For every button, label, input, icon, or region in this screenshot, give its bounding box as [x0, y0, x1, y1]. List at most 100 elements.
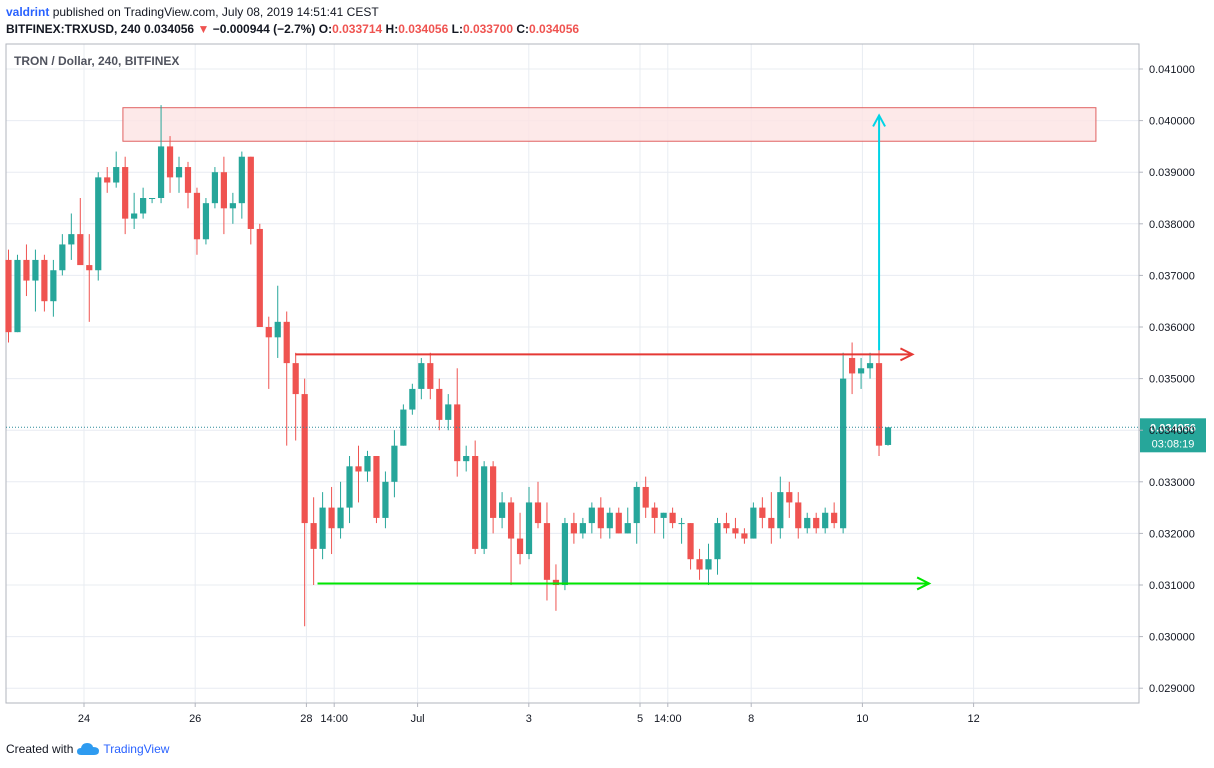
candle-body: [597, 507, 604, 529]
y-tick-label: 0.032000: [1149, 528, 1195, 540]
x-tick-label: 28: [300, 713, 312, 725]
candle-body: [857, 368, 865, 374]
candle-up: [822, 507, 829, 534]
candle-body: [140, 198, 147, 214]
x-tick-label: 14:00: [654, 713, 682, 725]
candle-up: [445, 394, 452, 431]
resistance-zone[interactable]: [122, 107, 1097, 142]
candle-body: [5, 259, 12, 333]
candle-up: [633, 481, 640, 544]
candle-down: [543, 502, 551, 601]
candle-down: [552, 564, 560, 611]
candle-body: [490, 466, 497, 518]
current-price-badge[interactable]: [1140, 418, 1206, 453]
candle-down: [741, 528, 748, 544]
x-tick-label: 3: [526, 713, 532, 725]
candle-down: [813, 512, 820, 534]
candle-down: [41, 254, 48, 312]
bar-countdown-label: 03:08:19: [1152, 438, 1195, 450]
candle-body: [678, 523, 685, 525]
candle-body: [41, 259, 48, 302]
support-line[interactable]: [317, 576, 932, 591]
candle-body: [705, 559, 712, 570]
candle-up: [346, 456, 353, 524]
candle-body: [265, 327, 272, 338]
candle-down: [122, 156, 129, 235]
candle-body: [472, 456, 479, 549]
candle-down: [256, 223, 263, 327]
candle-body: [831, 512, 838, 524]
ohlc-legend: BITFINEX:TRXUSD, 240 0.034056 ▼ −0.00094…: [6, 22, 579, 36]
candle-up: [175, 156, 183, 193]
candle-down: [454, 368, 461, 477]
candle-up: [113, 151, 120, 188]
candle-down: [651, 502, 658, 534]
candle-up: [140, 187, 147, 219]
candle-up: [418, 357, 425, 400]
candle-up: [606, 507, 613, 539]
published-text: published on TradingView.com, July 08, 2…: [52, 5, 379, 19]
candle-body: [481, 466, 488, 549]
grid: [6, 44, 1139, 703]
y-tick-label: 0.041000: [1149, 64, 1195, 76]
candle-body: [283, 321, 290, 364]
candle-body: [131, 213, 138, 219]
candle-up: [840, 352, 847, 534]
candle-down: [265, 316, 272, 389]
candle-up: [319, 492, 326, 560]
candle-body: [148, 198, 156, 199]
candle-down: [184, 161, 192, 209]
time-axis[interactable]: 24 26 28 14:00 Jul 3 5 14:00 8 10 12: [78, 703, 980, 725]
candle-down: [283, 311, 290, 446]
price-axis[interactable]: 0.041000 0.040000 0.039000 0.038000 0.037000…: [1139, 64, 1195, 695]
candle-body: [301, 394, 308, 524]
resistance-line[interactable]: [295, 347, 915, 362]
candle-body: [786, 492, 793, 503]
candle-down: [723, 512, 730, 534]
candle-up: [131, 192, 138, 229]
candle-body: [543, 523, 551, 580]
candle-body: [310, 523, 317, 549]
candle-body: [804, 517, 811, 529]
author-name[interactable]: valdrint: [6, 5, 50, 19]
target-arrow[interactable]: [872, 113, 886, 351]
candle-down: [875, 337, 883, 456]
candle-body: [346, 466, 353, 508]
candle-up: [561, 517, 569, 591]
candle-body: [633, 486, 640, 524]
candle-body: [220, 172, 227, 209]
candle-body: [651, 507, 658, 518]
low-label: L:: [451, 22, 463, 36]
candle-up: [68, 213, 75, 260]
high-value: 0.034056: [398, 22, 449, 36]
candle-body: [86, 265, 93, 271]
candle-up: [588, 502, 595, 534]
chart-title: TRON / Dollar, 240, BITFINEX: [14, 54, 179, 68]
x-tick-label: 26: [189, 713, 201, 725]
candle-up: [229, 192, 236, 224]
candle-up: [14, 254, 21, 333]
y-tick-label: 0.040000: [1149, 116, 1195, 128]
candle-up: [211, 167, 219, 209]
candle-body: [355, 466, 362, 472]
tradingview-brand[interactable]: TradingView: [103, 742, 170, 756]
candle-body: [166, 146, 174, 178]
candle-body: [175, 167, 183, 178]
candle-body: [714, 523, 721, 560]
candle-body: [238, 156, 245, 204]
candle-up: [857, 357, 865, 389]
candle-body: [328, 507, 335, 529]
plot-frame: [5, 43, 1140, 704]
candle-down: [220, 156, 227, 235]
candle-body: [337, 507, 344, 529]
candle-body: [445, 404, 452, 420]
open-value: 0.033714: [332, 22, 383, 36]
candle-up: [148, 198, 156, 204]
candle-up: [382, 471, 389, 529]
candle-body: [229, 203, 236, 209]
candle-body: [157, 146, 165, 198]
candle-body: [884, 427, 892, 445]
candle-body: [77, 234, 84, 266]
candle-body: [14, 259, 21, 333]
